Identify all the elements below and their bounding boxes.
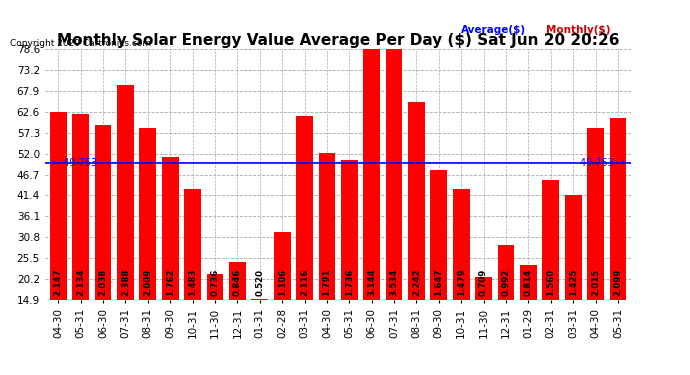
Bar: [542, 180, 559, 359]
Text: 3.534: 3.534: [390, 268, 399, 296]
Bar: [184, 189, 201, 359]
Text: 0.846: 0.846: [233, 268, 242, 296]
Bar: [162, 157, 179, 359]
Text: 49.753 →: 49.753 →: [580, 158, 624, 168]
Bar: [475, 278, 492, 359]
Text: 1.560: 1.560: [546, 269, 555, 296]
Text: 0.709: 0.709: [479, 269, 488, 296]
Title: Monthly Solar Energy Value Average Per Day ($) Sat Jun 20 20:26: Monthly Solar Energy Value Average Per D…: [57, 33, 620, 48]
Text: 2.116: 2.116: [300, 268, 309, 296]
Bar: [363, 0, 380, 359]
Text: 2.015: 2.015: [591, 269, 600, 296]
Text: Monthly($): Monthly($): [546, 25, 611, 35]
Bar: [95, 125, 112, 359]
Bar: [408, 102, 425, 359]
Text: 2.134: 2.134: [76, 268, 85, 296]
Text: 2.147: 2.147: [54, 268, 63, 296]
Text: Copyright 2020 Cartronics.com: Copyright 2020 Cartronics.com: [10, 39, 152, 48]
Text: 1.762: 1.762: [166, 268, 175, 296]
Text: ← 49.753: ← 49.753: [52, 158, 97, 168]
Bar: [50, 112, 67, 359]
Text: 2.388: 2.388: [121, 268, 130, 296]
Text: Average($): Average($): [461, 25, 526, 35]
Bar: [274, 232, 290, 359]
Text: 1.736: 1.736: [345, 268, 354, 296]
Text: 1.483: 1.483: [188, 268, 197, 296]
Bar: [206, 274, 224, 359]
Text: 2.009: 2.009: [144, 269, 152, 296]
Bar: [139, 128, 156, 359]
Bar: [497, 245, 514, 359]
Bar: [431, 170, 447, 359]
Text: 0.814: 0.814: [524, 268, 533, 296]
Text: 2.038: 2.038: [99, 269, 108, 296]
Bar: [386, 0, 402, 359]
Text: 0.736: 0.736: [210, 268, 219, 296]
Bar: [609, 118, 627, 359]
Bar: [229, 262, 246, 359]
Bar: [72, 114, 89, 359]
Text: 1.479: 1.479: [457, 268, 466, 296]
Bar: [520, 266, 537, 359]
Bar: [296, 116, 313, 359]
Bar: [341, 160, 357, 359]
Text: 1.425: 1.425: [569, 268, 578, 296]
Text: 1.791: 1.791: [322, 268, 331, 296]
Text: 2.099: 2.099: [613, 269, 622, 296]
Bar: [251, 299, 268, 359]
Bar: [453, 189, 470, 359]
Bar: [117, 85, 134, 359]
Text: 1.106: 1.106: [277, 269, 286, 296]
Text: 0.992: 0.992: [502, 269, 511, 296]
Text: 0.520: 0.520: [255, 269, 264, 296]
Bar: [319, 153, 335, 359]
Bar: [564, 195, 582, 359]
Text: 2.242: 2.242: [412, 268, 421, 296]
Text: 3.144: 3.144: [367, 268, 376, 296]
Bar: [587, 128, 604, 359]
Text: 1.647: 1.647: [434, 268, 444, 296]
